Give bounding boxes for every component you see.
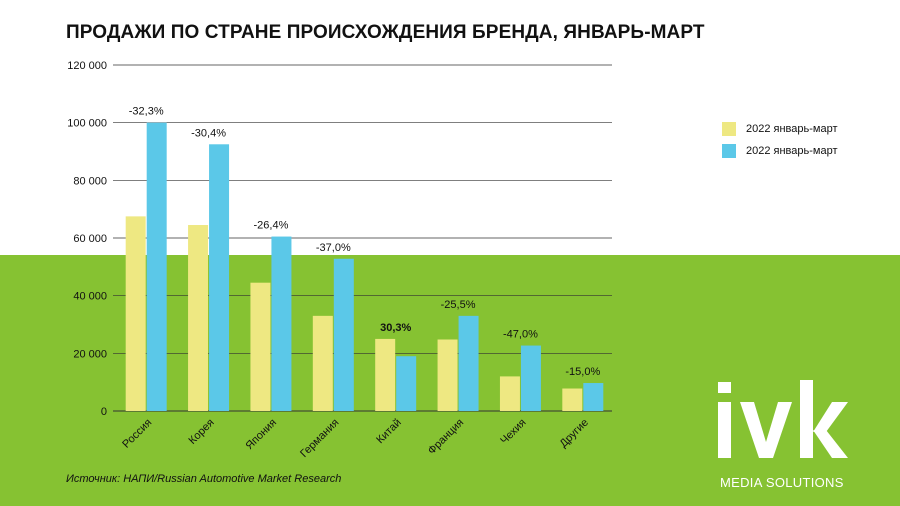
bar-series-1 [562, 388, 583, 411]
ivk-logo: MEDIA SOLUTIONS [712, 380, 852, 490]
x-tick-label: Другие [558, 417, 591, 450]
x-tick-label: Чехия [498, 417, 528, 447]
change-label: -25,5% [441, 299, 476, 311]
y-tick-label: 0 [101, 406, 107, 418]
bar-series-2 [333, 258, 354, 411]
change-label: -47,0% [503, 329, 538, 341]
source-note: Источник: НАПИ/Russian Automotive Market… [66, 473, 342, 485]
bar-series-2 [583, 383, 604, 411]
legend-swatch-series-1 [722, 122, 736, 136]
y-tick-label: 20 000 [73, 348, 107, 360]
chart-title: ПРОДАЖИ ПО СТРАНЕ ПРОИСХОЖДЕНИЯ БРЕНДА, … [66, 22, 705, 43]
legend-swatch-series-2 [722, 144, 736, 158]
bar-series-2 [146, 122, 167, 412]
y-tick-label: 40 000 [73, 291, 107, 303]
x-tick-label: Германия [298, 417, 341, 460]
y-tick-label: 60 000 [73, 233, 107, 245]
x-tick-label: Франция [426, 417, 466, 457]
legend: 2022 январь-март 2022 январь-март [722, 118, 838, 162]
x-tick-label: Япония [244, 417, 280, 453]
bar-series-2 [458, 315, 479, 411]
y-tick-label: 100 000 [67, 118, 107, 130]
bar-series-1 [312, 315, 333, 411]
legend-item-series-1: 2022 январь-март [722, 118, 838, 140]
x-tick-label: Корея [186, 417, 216, 447]
legend-label-series-1: 2022 январь-март [746, 123, 838, 135]
change-label: -32,3% [129, 106, 164, 118]
legend-label-series-2: 2022 январь-март [746, 145, 838, 157]
bar-series-1 [125, 216, 146, 411]
change-label: -26,4% [254, 220, 289, 232]
x-tick-label: Китай [374, 417, 404, 447]
bar-series-2 [396, 356, 417, 411]
change-label: -15,0% [565, 366, 600, 378]
bar-series-2 [520, 345, 541, 411]
change-label: 30,3% [380, 322, 411, 334]
bar-series-1 [188, 225, 209, 411]
bar-series-1 [250, 282, 271, 411]
bar-series-1 [375, 338, 396, 411]
ivk-logo-mark [718, 380, 848, 458]
change-label: -37,0% [316, 242, 351, 254]
legend-item-series-2: 2022 январь-март [722, 140, 838, 162]
logo-subtitle: MEDIA SOLUTIONS [720, 475, 844, 490]
x-tick-label: Россия [120, 417, 154, 451]
change-label: -30,4% [191, 127, 226, 139]
bar-series-2 [209, 144, 230, 411]
y-tick-label: 80 000 [73, 175, 107, 187]
bar-series-1 [499, 376, 520, 411]
y-tick-label: 120 000 [67, 60, 107, 72]
bar-series-1 [437, 339, 458, 411]
bar-series-2 [271, 236, 292, 411]
